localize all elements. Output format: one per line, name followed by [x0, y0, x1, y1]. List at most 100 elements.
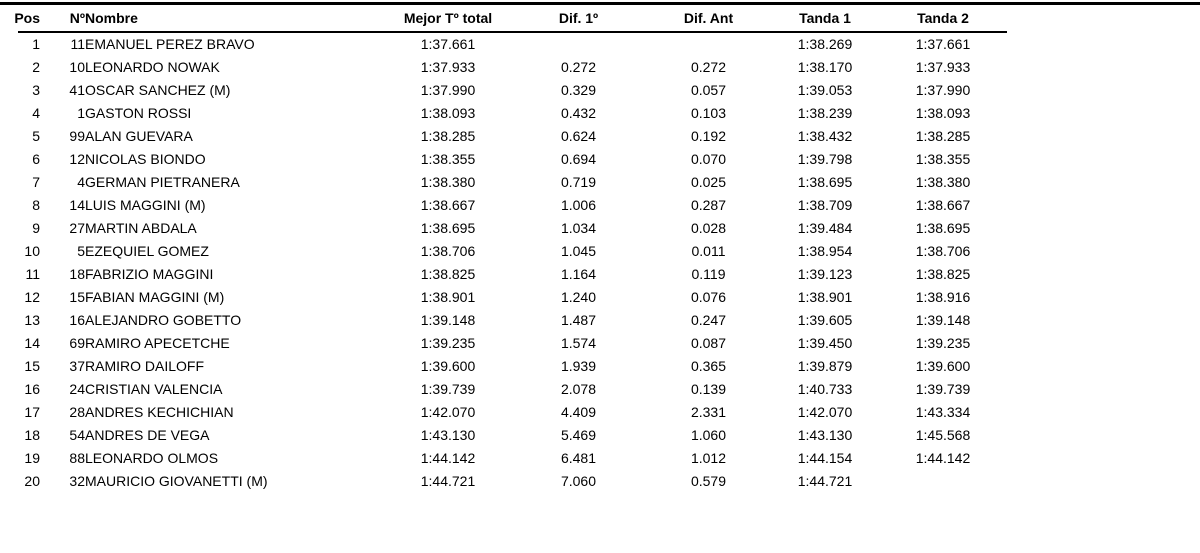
cell-gap-to-first: 1.034 [560, 219, 597, 236]
cell-gap-to-previous: 0.287 [690, 196, 727, 213]
cell-gap-to-first: 0.719 [560, 173, 597, 190]
cell-tanda-1-time: 1:44.154 [797, 449, 853, 466]
cell-gap-to-previous: 1.012 [690, 449, 727, 466]
column-header-tanda-2: Tanda 2 [917, 10, 969, 26]
cell-driver-name: EZEQUIEL GOMEZ [85, 242, 209, 259]
cell-best-total-time: 1:44.721 [420, 472, 476, 489]
cell-pos: 18 [24, 426, 40, 443]
cell-tanda-1-time: 1:38.269 [797, 35, 853, 52]
cell-tanda-2-time: 1:38.285 [915, 127, 971, 144]
cell-kart-number: 1 [77, 104, 85, 121]
cell-gap-to-previous: 0.579 [690, 472, 727, 489]
table-row: 10 5 EZEQUIEL GOMEZ 1:38.706 1.045 0.011 1:38.… [0, 239, 1002, 262]
cell-best-total-time: 1:38.355 [420, 150, 476, 167]
cell-pos: 6 [32, 150, 40, 167]
cell-best-total-time: 1:38.825 [420, 265, 476, 282]
cell-gap-to-previous: 2.331 [690, 403, 727, 420]
cell-tanda-2-time: 1:39.235 [915, 334, 971, 351]
cell-best-total-time: 1:38.695 [420, 219, 476, 236]
cell-tanda-1-time: 1:38.901 [797, 288, 853, 305]
cell-gap-to-previous: 0.070 [690, 150, 727, 167]
cell-tanda-1-time: 1:38.954 [797, 242, 853, 259]
cell-best-total-time: 1:43.130 [420, 426, 476, 443]
cell-tanda-1-time: 1:39.605 [797, 311, 853, 328]
cell-gap-to-previous: 0.011 [691, 242, 726, 259]
cell-best-total-time: 1:39.235 [420, 334, 476, 351]
table-row: 8 14 LUIS MAGGINI (M) 1:38.667 1.006 0.287 1:3… [0, 193, 1002, 216]
cell-kart-number: 37 [69, 357, 85, 374]
cell-tanda-1-time: 1:38.695 [797, 173, 853, 190]
cell-gap-to-first: 0.329 [560, 81, 597, 98]
cell-driver-name: ANDRES DE VEGA [85, 426, 210, 443]
column-header-num: Nº [69, 10, 85, 26]
cell-best-total-time: 1:44.142 [420, 449, 476, 466]
cell-driver-name: LEONARDO OLMOS [85, 449, 219, 466]
cell-best-total-time: 1:37.661 [420, 35, 476, 52]
cell-pos: 20 [24, 472, 40, 489]
cell-driver-name: MAURICIO GIOVANETTI (M) [85, 472, 268, 489]
cell-gap-to-first: 1.006 [560, 196, 597, 213]
table-row: 14 69 RAMIRO APECETCHE 1:39.235 1.574 0.087 1:… [0, 331, 1002, 354]
column-header-dif-ant: Dif. Ant [683, 10, 734, 26]
table-row: 6 12 NICOLAS BIONDO 1:38.355 0.694 0.070 1:39.… [0, 147, 1002, 170]
cell-gap-to-first: 0.694 [560, 150, 597, 167]
cell-best-total-time: 1:37.933 [420, 58, 476, 75]
cell-gap-to-previous: 0.365 [690, 357, 727, 374]
cell-driver-name: RAMIRO APECETCHE [85, 334, 230, 351]
cell-tanda-1-time: 1:38.432 [797, 127, 853, 144]
cell-gap-to-previous: 0.139 [690, 380, 727, 397]
table-row: 11 18 FABRIZIO MAGGINI 1:38.825 1.164 0.119 1:… [0, 262, 1002, 285]
cell-kart-number: 12 [69, 150, 85, 167]
cell-tanda-2-time: 1:38.916 [915, 288, 971, 305]
cell-kart-number: 16 [69, 311, 85, 328]
cell-tanda-1-time: 1:38.709 [797, 196, 853, 213]
cell-gap-to-previous: 0.272 [690, 58, 727, 75]
cell-driver-name: ALEJANDRO GOBETTO [85, 311, 242, 328]
cell-gap-to-previous: 0.119 [691, 265, 726, 282]
cell-best-total-time: 1:38.285 [420, 127, 476, 144]
cell-gap-to-previous: 0.103 [690, 104, 727, 121]
cell-gap-to-first: 2.078 [560, 380, 597, 397]
cell-gap-to-first: 1.045 [560, 242, 597, 259]
cell-gap-to-first [506, 32, 651, 55]
cell-gap-to-first: 7.060 [560, 472, 597, 489]
cell-best-total-time: 1:38.380 [420, 173, 476, 190]
cell-pos: 17 [24, 403, 40, 420]
cell-gap-to-first: 6.481 [560, 449, 597, 466]
cell-gap-to-previous: 1.060 [690, 426, 727, 443]
cell-tanda-2-time: 1:39.739 [915, 380, 971, 397]
cell-kart-number: 10 [69, 58, 85, 75]
cell-tanda-2-time: 1:38.093 [915, 104, 971, 121]
cell-gap-to-first: 1.939 [560, 357, 597, 374]
table-body: 1 11 EMANUEL PEREZ BRAVO 1:37.661 1:38.269 1:… [0, 32, 1002, 492]
column-header-tanda-1: Tanda 1 [799, 10, 851, 26]
cell-driver-name: LUIS MAGGINI (M) [85, 196, 206, 213]
cell-tanda-1-time: 1:42.070 [797, 403, 853, 420]
column-header-pos: Pos [14, 10, 40, 26]
cell-gap-to-first: 0.272 [560, 58, 597, 75]
cell-gap-to-first: 1.487 [560, 311, 597, 328]
cell-kart-number: 41 [69, 81, 85, 98]
cell-tanda-2-time: 1:38.825 [915, 265, 971, 282]
table-row: 19 88 LEONARDO OLMOS 1:44.142 6.481 1.012 1:44… [0, 446, 1002, 469]
cell-gap-to-previous: 0.028 [690, 219, 727, 236]
cell-tanda-1-time: 1:40.733 [797, 380, 853, 397]
header-rule [18, 31, 1007, 33]
cell-pos: 14 [24, 334, 40, 351]
cell-gap-to-first: 1.574 [560, 334, 597, 351]
cell-gap-to-previous: 0.087 [690, 334, 727, 351]
top-rule [0, 2, 1200, 5]
cell-driver-name: FABIAN MAGGINI (M) [85, 288, 225, 305]
cell-driver-name: GERMAN PIETRANERA [85, 173, 240, 190]
cell-tanda-2-time: 1:44.142 [915, 449, 971, 466]
cell-best-total-time: 1:39.148 [420, 311, 476, 328]
cell-tanda-2-time: 1:43.334 [915, 403, 971, 420]
cell-tanda-2-time: 1:38.695 [915, 219, 971, 236]
table-row: 3 41 OSCAR SANCHEZ (M) 1:37.990 0.329 0.057 1:… [0, 78, 1002, 101]
cell-best-total-time: 1:38.901 [420, 288, 476, 305]
cell-pos: 8 [32, 196, 40, 213]
table-row: 7 4 GERMAN PIETRANERA 1:38.380 0.719 0.025 1:3… [0, 170, 1002, 193]
cell-pos: 19 [24, 449, 40, 466]
cell-tanda-1-time: 1:39.123 [797, 265, 853, 282]
